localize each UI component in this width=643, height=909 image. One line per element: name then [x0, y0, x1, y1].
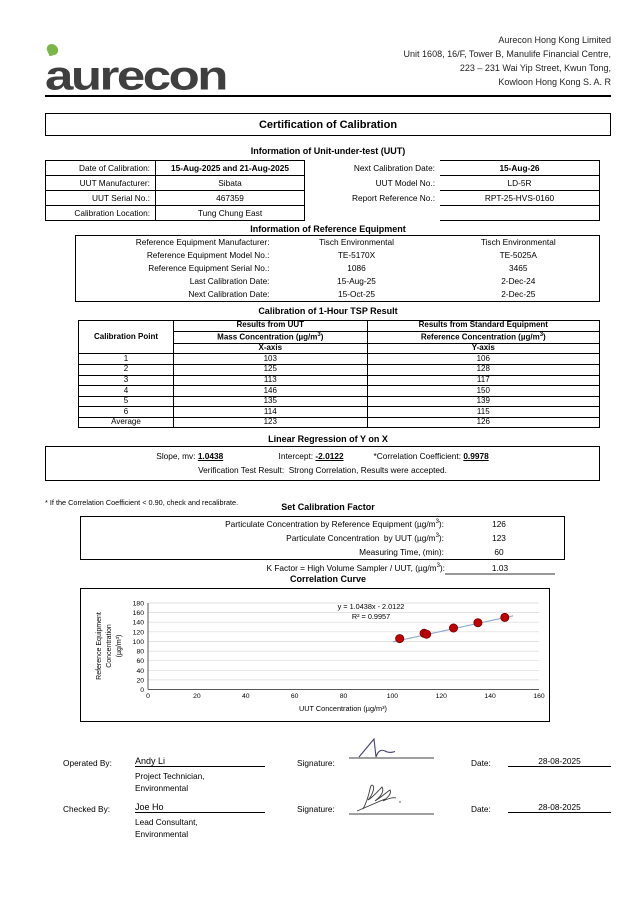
svg-text:(µg/m³): (µg/m³) — [116, 635, 123, 658]
svg-text:0: 0 — [146, 693, 150, 700]
svg-text:40: 40 — [242, 693, 250, 700]
svg-text:180: 180 — [133, 601, 145, 608]
svg-text:20: 20 — [136, 677, 144, 684]
svg-text:Reference Equipment: Reference Equipment — [96, 612, 103, 680]
svg-text:100: 100 — [387, 693, 399, 700]
svg-text:80: 80 — [340, 693, 348, 700]
svg-text:60: 60 — [291, 693, 299, 700]
svg-text:R² = 0.9957: R² = 0.9957 — [352, 612, 390, 621]
svg-text:100: 100 — [133, 639, 145, 646]
svg-text:120: 120 — [436, 693, 448, 700]
svg-text:UUT Concentration (µg/m³): UUT Concentration (µg/m³) — [299, 704, 387, 713]
svg-text:0: 0 — [140, 687, 144, 694]
svg-text:y = 1.0438x - 2.0122: y = 1.0438x - 2.0122 — [338, 602, 405, 611]
svg-text:Concentration: Concentration — [106, 624, 113, 668]
svg-text:60: 60 — [136, 658, 144, 665]
svg-text:140: 140 — [133, 620, 145, 627]
svg-text:160: 160 — [133, 610, 145, 617]
svg-text:80: 80 — [136, 649, 144, 656]
svg-text:140: 140 — [484, 693, 496, 700]
svg-text:120: 120 — [133, 629, 145, 636]
svg-text:40: 40 — [136, 668, 144, 675]
svg-text:160: 160 — [533, 693, 545, 700]
svg-text:20: 20 — [193, 693, 201, 700]
